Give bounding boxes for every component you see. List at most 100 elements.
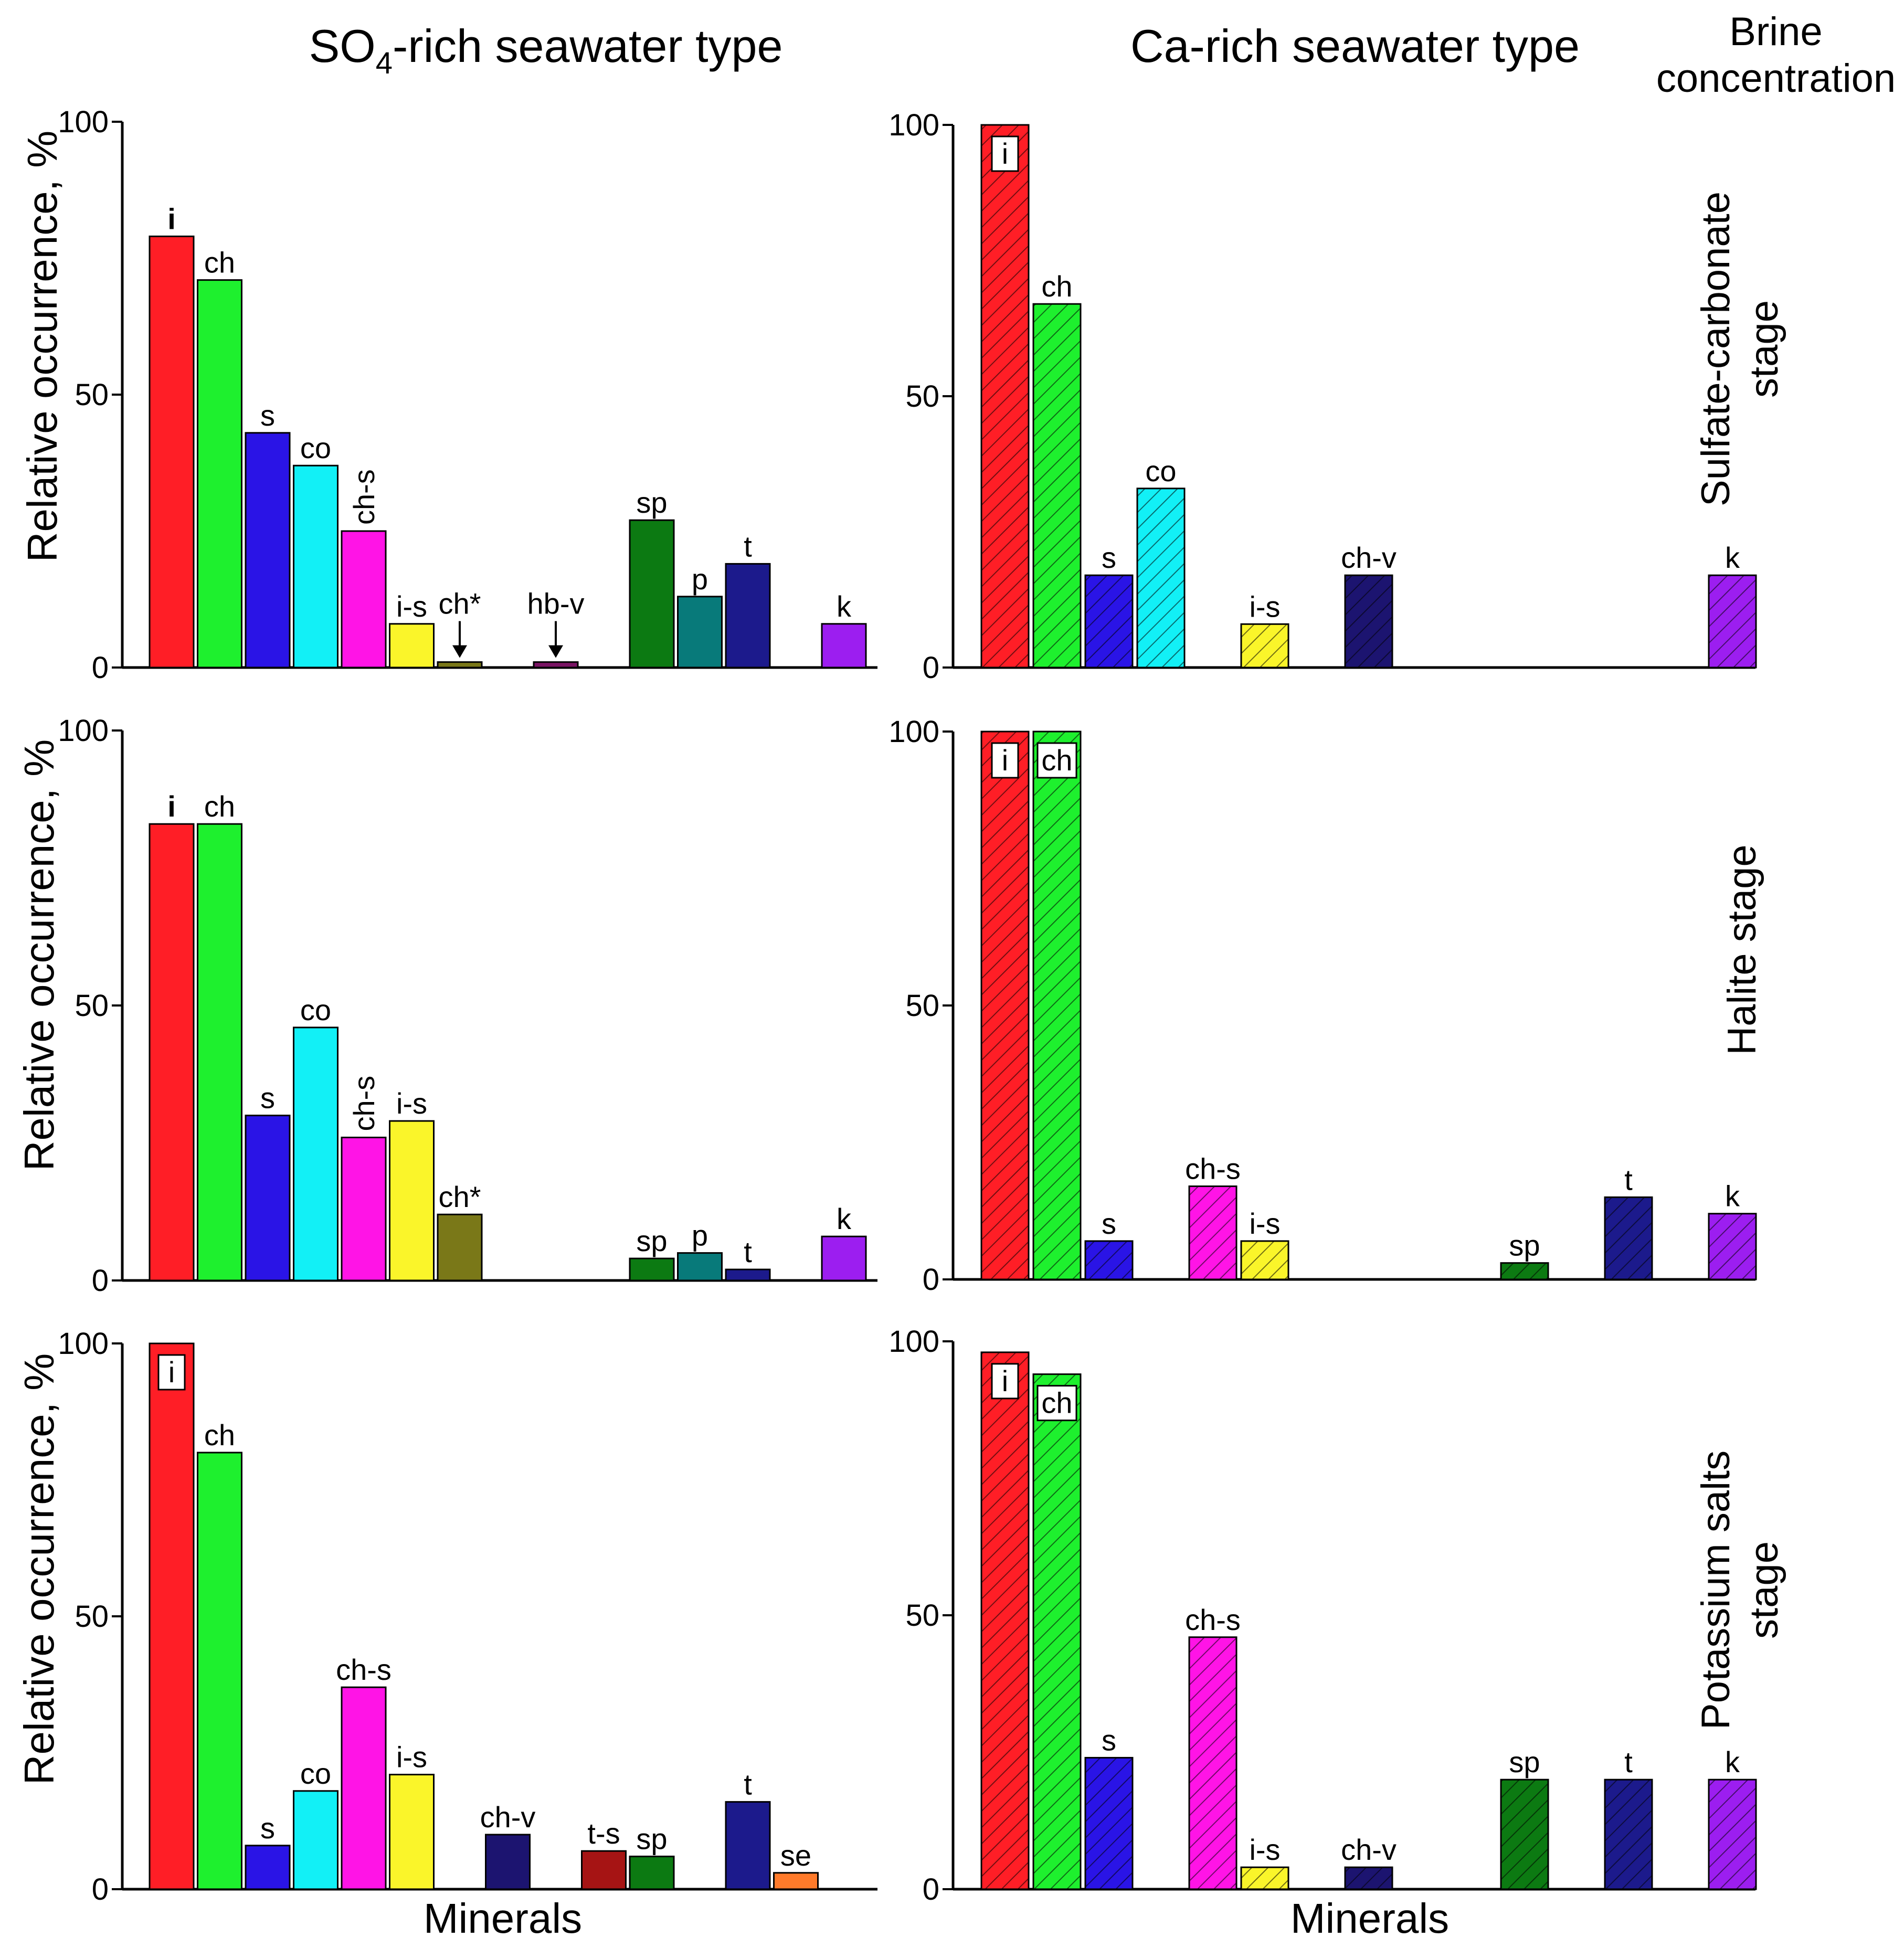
bar-label-ch: ch [1041, 270, 1072, 303]
bar-label-ch-v: ch-v [480, 1801, 536, 1834]
bar-hb-v [533, 661, 579, 669]
bar-label-t: t [744, 1768, 752, 1801]
bar-label-t: t [1624, 1745, 1633, 1778]
y-axis-title-row2: Relative occurrence, % [16, 739, 62, 1171]
column-header-so4-rest: -rich seawater type [393, 20, 782, 72]
column-header-so4: SO4-rich seawater type [309, 20, 783, 80]
bar-t-hatch [1605, 1197, 1652, 1279]
y-tick-label: 50 [75, 1600, 109, 1634]
y-tick-label: 0 [92, 1872, 109, 1907]
bar-label-p: p [692, 1219, 708, 1252]
bar-s-hatch [1085, 1241, 1133, 1279]
bar-label-i-box [157, 1354, 186, 1391]
bar-sp-hatch [1501, 1780, 1548, 1889]
stage-label-sulfate-carbonate: Sulfate-carbonate stage [1694, 192, 1786, 506]
y-tick-label: 0 [92, 1264, 109, 1298]
bar-label-sp: sp [1509, 1745, 1540, 1778]
bar-label-co: co [1145, 454, 1176, 488]
bar-k [821, 623, 867, 669]
bar-ch-v [485, 1834, 531, 1890]
bar-label-ch-s: ch-s [347, 1076, 380, 1131]
bar-s-hatch [1085, 1757, 1133, 1889]
y-tick-label: 0 [923, 651, 939, 685]
bar-label-ch-box [1036, 1385, 1077, 1422]
bar-label-t-s: t-s [587, 1817, 620, 1850]
bar-ch-v-hatch [1345, 1867, 1392, 1889]
bar-i-s-hatch [1241, 624, 1288, 668]
bar-label-i-s: i-s [1249, 1207, 1280, 1240]
bar-label-i: i [168, 1355, 175, 1389]
bar-i-s [389, 1120, 435, 1282]
bar-label-ch: ch [204, 246, 235, 279]
bar-label-ch-s: ch-s [1185, 1152, 1241, 1185]
bar-t [725, 1268, 771, 1282]
panel-so4-potassium: 0 50 100 ich sco ch-s i-s ch-v t-s sp t se [58, 1327, 877, 1907]
bar-label-i: i [167, 790, 176, 823]
bar-label-sp: sp [636, 486, 667, 519]
bar-label-i: i [1002, 1364, 1008, 1397]
bar-sp [629, 1257, 675, 1282]
bar-i [149, 235, 195, 669]
panel-so4-sulfate-carbonate: 0 50 100 ich sco ch-s i-s ch* hb-v sp p t k [58, 105, 877, 685]
bar-t-s [581, 1850, 627, 1890]
bar-ch-v-hatch [1345, 575, 1392, 668]
bar-label-i-box [991, 742, 1019, 779]
bar-sp [629, 519, 675, 669]
bar-ch-hatch [1033, 1374, 1081, 1889]
bar-s [245, 1115, 291, 1282]
y-tick-label: 100 [58, 105, 109, 139]
bar-label-s: s [1102, 1723, 1116, 1756]
stage-label-potassium-line2: stage [1742, 1541, 1786, 1639]
bar-label-k: k [837, 1202, 852, 1235]
bar-label-k: k [837, 590, 852, 623]
bar-label-se: se [780, 1839, 811, 1872]
bar-co [293, 1026, 339, 1282]
bar-label-co: co [300, 1757, 331, 1790]
bar-label-ch-star: ch* [439, 587, 481, 620]
bar-label-hb-v: hb-v [527, 587, 585, 620]
bar-label-co: co [300, 431, 331, 464]
bar-label-ch: ch [1041, 1386, 1072, 1420]
bar-ch-hatch [1033, 732, 1081, 1279]
y-tick-label: 100 [888, 1325, 939, 1359]
arrow-head-hb-v [548, 645, 563, 658]
bar-label-ch: ch [204, 790, 235, 823]
bar-label-s: s [260, 1812, 275, 1845]
bar-label-s: s [1102, 541, 1116, 574]
bar-label-ch-star: ch* [439, 1180, 481, 1213]
stage-label-potassium: Potassium salts stage [1694, 1450, 1786, 1730]
bar-label-t: t [744, 529, 752, 563]
y-tick-label: 0 [923, 1263, 939, 1297]
bar-label-i-s: i-s [1249, 590, 1280, 623]
bar-label-s: s [260, 1082, 275, 1115]
brine-header-line1: Brine [1729, 9, 1822, 54]
bar-label-sp: sp [1509, 1229, 1540, 1262]
panel-ca-halite: 0 50 100 i ch s ch-s i-s sp t k [888, 715, 1757, 1297]
bar-label-s: s [1102, 1207, 1116, 1240]
y-tick-label: 50 [75, 989, 109, 1023]
y-tick-label: 50 [905, 379, 939, 414]
bar-sp [629, 1856, 675, 1890]
bar-label-ch-v: ch-v [1341, 1833, 1397, 1866]
bar-p [677, 596, 723, 669]
bar-co [293, 1790, 339, 1890]
column-header-so4-subscript: 4 [376, 46, 393, 80]
bar-s-hatch [1085, 575, 1133, 668]
bar-label-i-s: i-s [1249, 1833, 1280, 1866]
bar-label-ch-v: ch-v [1341, 541, 1397, 574]
bar-label-p: p [692, 563, 708, 596]
column-header-so4-main: SO [309, 20, 376, 72]
bar-sp-hatch [1501, 1263, 1548, 1279]
y-tick-label: 50 [905, 1598, 939, 1633]
bar-label-co: co [300, 993, 331, 1026]
bar-label-i: i [167, 202, 176, 235]
bar-i [149, 1342, 195, 1890]
bar-label-ch-box [1036, 742, 1077, 779]
bar-label-i: i [1002, 137, 1008, 170]
y-tick-label: 50 [75, 378, 109, 412]
bar-ch-s [341, 530, 387, 669]
bar-se [773, 1872, 819, 1890]
bar-label-ch-s: ch-s [347, 469, 380, 525]
y-tick-label: 0 [923, 1872, 939, 1907]
